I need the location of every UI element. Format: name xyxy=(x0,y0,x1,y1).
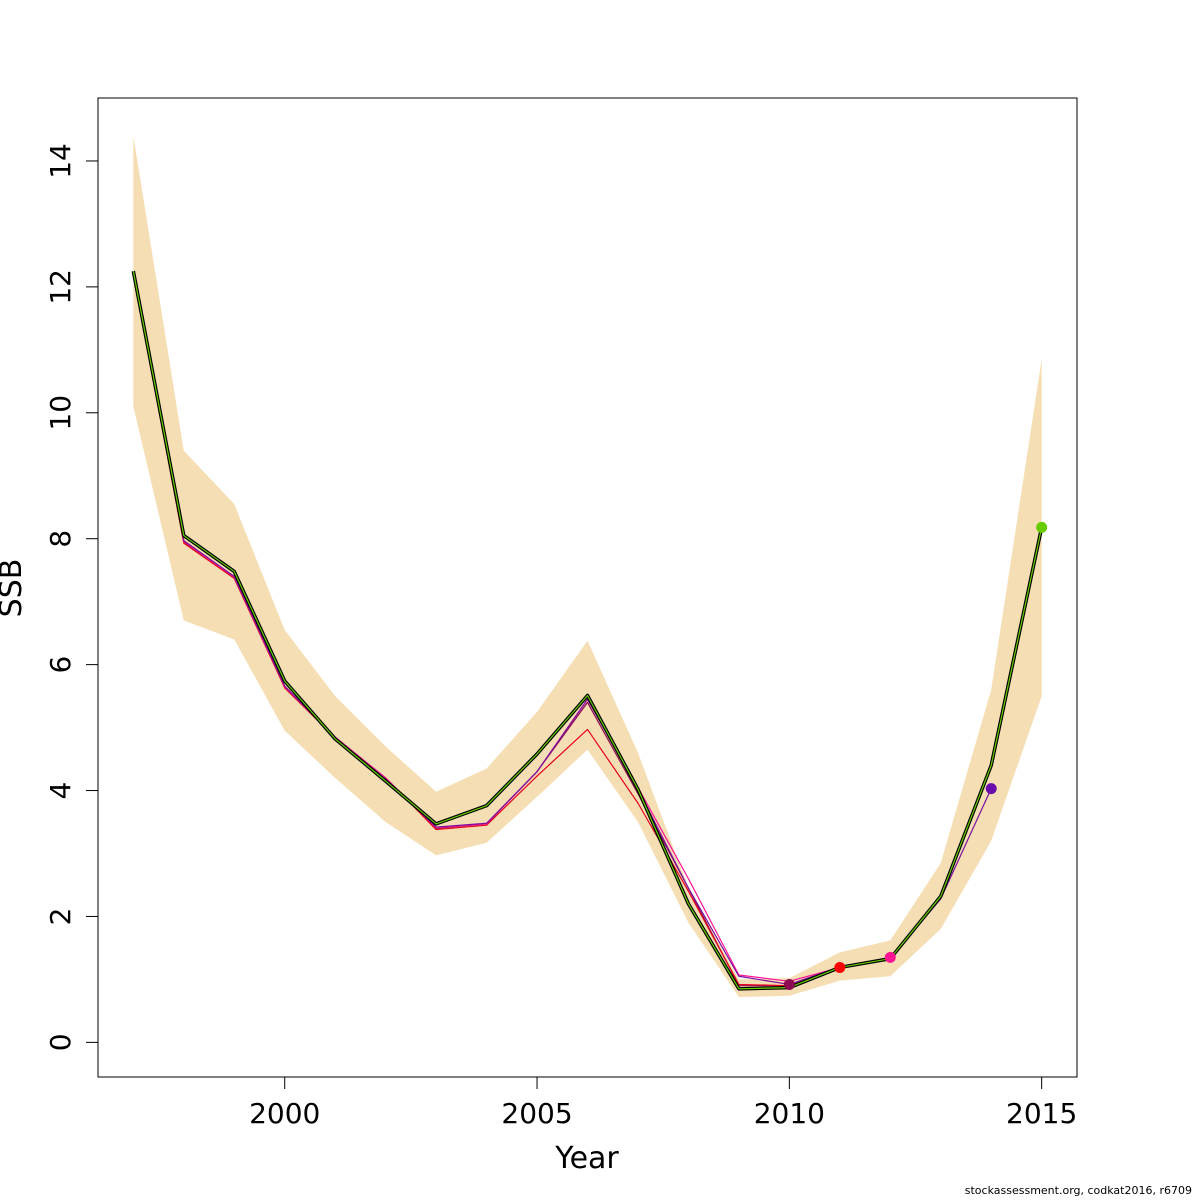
x-tick-label: 2010 xyxy=(754,1097,825,1130)
y-tick-label: 10 xyxy=(44,395,77,431)
terminal-point-2 xyxy=(834,961,846,973)
y-tick-label: 6 xyxy=(44,656,77,674)
terminal-point-5 xyxy=(1036,521,1048,533)
x-axis: 2000 2005 2010 2015 xyxy=(249,1076,1077,1130)
x-tick-label: 2005 xyxy=(501,1097,572,1130)
confidence-band xyxy=(133,135,1042,998)
y-tick-label: 4 xyxy=(44,782,77,800)
terminal-point-3 xyxy=(884,951,896,963)
y-tick-label: 14 xyxy=(44,143,77,179)
terminal-points-layer xyxy=(783,521,1048,990)
y-tick-label: 8 xyxy=(44,530,77,548)
y-tick-label: 2 xyxy=(44,908,77,926)
x-axis-title: Year xyxy=(554,1141,619,1176)
terminal-point-4 xyxy=(985,783,997,795)
terminal-point-1 xyxy=(783,978,795,990)
y-axis-title: SSB xyxy=(0,559,29,618)
y-axis: 0 2 4 6 8 10 12 14 xyxy=(44,143,99,1051)
y-tick-label: 12 xyxy=(44,269,77,305)
x-tick-label: 2015 xyxy=(1006,1097,1077,1130)
confidence-band-layer xyxy=(133,135,1042,998)
y-tick-label: 0 xyxy=(44,1033,77,1051)
x-tick-label: 2000 xyxy=(249,1097,320,1130)
footer-credit: stockassessment.org, codkat2016, r6709 xyxy=(964,1184,1192,1197)
